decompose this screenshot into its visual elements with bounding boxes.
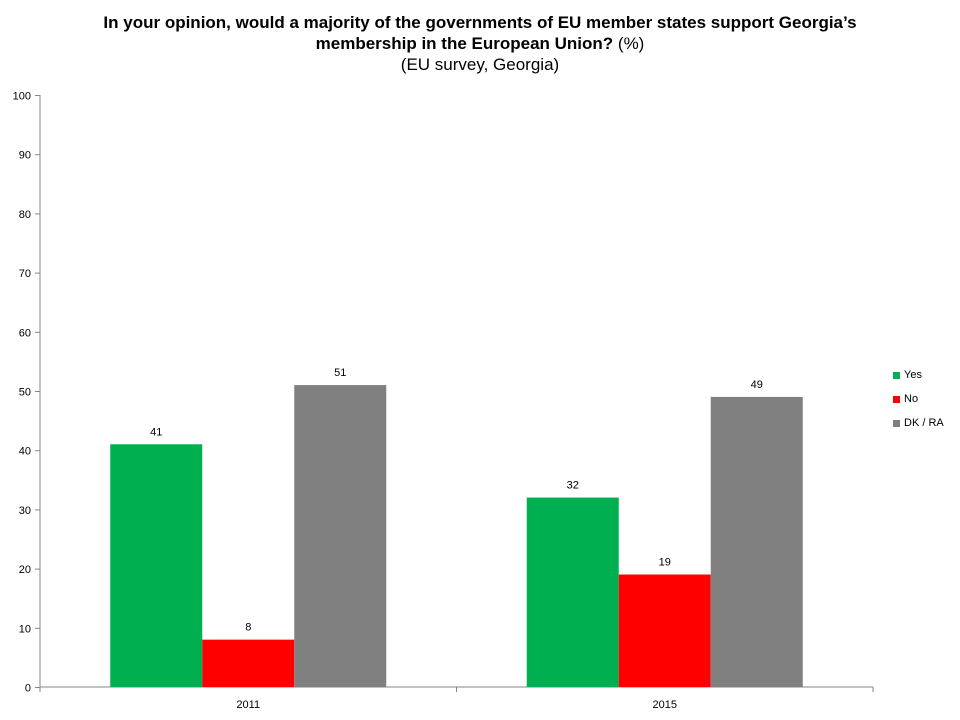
label-layer: 2011 41 8 51 2015 32 19 49 [150,367,763,711]
data-label: 49 [751,379,763,391]
data-label: 19 [659,557,671,569]
legend-item-no: No [893,393,944,405]
bar-layer [110,385,803,687]
y-tick-label: 90 [19,150,31,162]
legend-swatch-yes [893,371,900,379]
y-tick-label: 80 [19,209,31,221]
x-category-label: 2015 [653,699,677,711]
data-label: 32 [567,480,579,492]
y-tick-label: 0 [25,683,31,695]
legend-swatch-no [893,395,900,403]
y-tick-label: 60 [19,327,31,339]
y-tick-label: 100 [13,91,31,103]
data-label: 51 [334,367,346,379]
bar-dk-ra-2015 [710,396,803,687]
x-category-label: 2011 [236,699,260,711]
bar-dk-ra-2011 [294,385,387,687]
legend-swatch-dk-ra [893,419,900,427]
bar-yes-2015 [526,497,619,687]
y-tick-label: 50 [19,387,31,399]
legend-item-yes: Yes [893,369,944,381]
legend-label-yes: Yes [904,369,922,381]
legend-label-no: No [904,393,919,405]
y-tick-label: 20 [19,564,31,576]
legend-item-dk-ra: DK / RA [893,417,944,429]
bar-no-2015 [618,574,711,687]
bar-no-2011 [202,639,295,687]
y-tick-label: 10 [19,623,31,635]
bar-yes-2011 [110,444,203,687]
legend-label-dk-ra: DK / RA [904,417,944,429]
chart-subtitle: (EU survey, Georgia) [400,55,560,74]
y-tick-label: 30 [19,505,31,517]
title-line2: membership in the European Union? [315,34,614,53]
y-tick-label: 40 [19,446,31,458]
title-line1: In your opinion, would a majority of the… [103,13,857,32]
chart-title: In your opinion, would a majority of the… [0,12,960,75]
title-unit: (%) [617,34,645,53]
data-label: 41 [150,426,162,438]
data-label: 8 [245,622,251,634]
y-tick-label: 70 [19,268,31,280]
legend: Yes No DK / RA [893,369,944,441]
